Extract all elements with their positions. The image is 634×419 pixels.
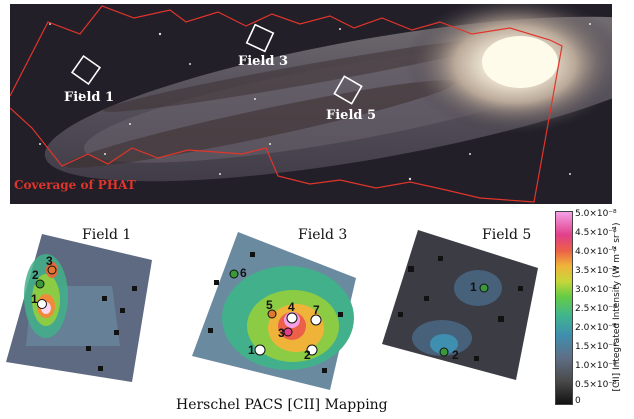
field-3-marker-6: 6	[240, 266, 247, 280]
colorbar-tick-6: 2.0×10⁻⁸	[575, 323, 617, 333]
colorbar-label: [CII] Integrated Intensity (W m⁻² sr⁻¹)	[606, 212, 628, 402]
map-title-field-3: Field 3	[298, 227, 348, 243]
field-1-marker-3: 3	[46, 254, 53, 268]
field-1-marker-2: 2	[32, 268, 39, 282]
colorbar-tick-10: 0	[575, 396, 581, 406]
footer-caption: Herschel PACS [CII] Mapping	[176, 397, 388, 413]
colorbar-tick-0: 5.0×10⁻⁸	[575, 209, 617, 219]
map-title-field-1: Field 1	[82, 227, 132, 243]
field-1-marker-1: 1	[31, 292, 38, 306]
colorbar-tick-7: 1.5×10⁻⁸	[575, 342, 617, 352]
colorbar-tick-1: 4.5×10⁻⁸	[575, 228, 617, 238]
field-1-label: Field 1	[64, 90, 115, 105]
field-3-marker-7: 7	[313, 303, 320, 317]
field-3-map	[192, 232, 356, 390]
colorbar-tick-9: 0.5×10⁻⁸	[575, 380, 617, 390]
field-3-marker-3: 3	[278, 326, 285, 340]
field-3-marker-4: 4	[288, 300, 295, 314]
field-5-map	[382, 230, 538, 380]
field-1-map	[6, 234, 152, 382]
colorbar-tick-3: 3.5×10⁻⁸	[575, 266, 617, 276]
field-3-marker-5: 5	[266, 298, 273, 312]
colorbar-tick-2: 4.0×10⁻⁸	[575, 247, 617, 257]
field-3-marker-1: 1	[248, 343, 255, 357]
field-5-marker-1: 1	[470, 280, 477, 294]
colorbar-tick-4: 3.0×10⁻⁸	[575, 285, 617, 295]
field-3-marker-2: 2	[304, 348, 311, 362]
colorbar	[555, 211, 573, 405]
coverage-label: Coverage of PHAT	[14, 178, 136, 192]
field-3-label: Field 3	[238, 54, 289, 69]
colorbar-tick-8: 1.0×10⁻⁸	[575, 361, 617, 371]
colorbar-label-text: [CII] Integrated Intensity (W m⁻² sr⁻¹)	[612, 222, 622, 392]
field-5-label: Field 5	[326, 108, 377, 123]
colorbar-tick-5: 2.5×10⁻⁸	[575, 304, 617, 314]
galaxy-image: Field 1 Field 3 Field 5	[10, 4, 612, 204]
field-5-marker-2: 2	[452, 348, 459, 362]
map-title-field-5: Field 5	[482, 227, 532, 243]
